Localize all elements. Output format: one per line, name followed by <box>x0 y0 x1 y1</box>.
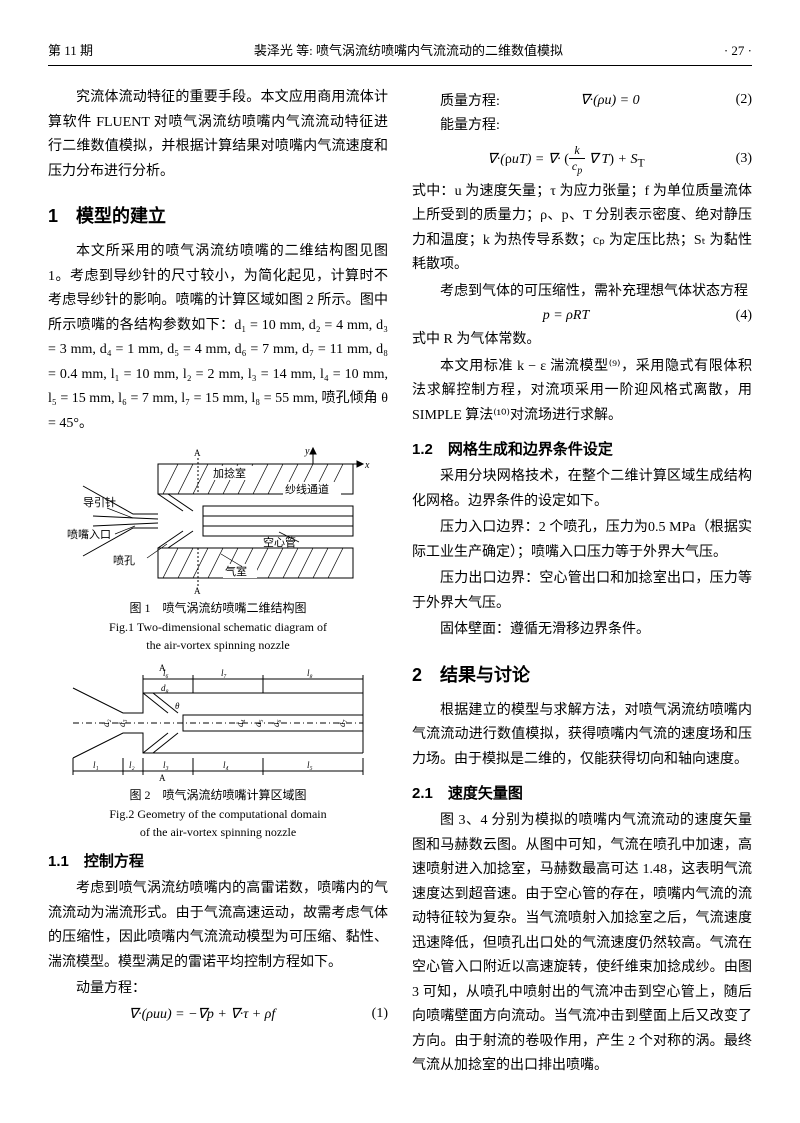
equation-4: p = ρRT (4) <box>412 308 752 324</box>
eq4-num: (4) <box>720 308 752 324</box>
section-2-1-title: 2.1 速度矢量图 <box>412 782 752 803</box>
header-center: 裴泽光 等: 喷气涡流纺喷嘴内气流流动的二维数值模拟 <box>93 40 724 59</box>
svg-text:d₇: d₇ <box>337 720 347 728</box>
svg-text:A: A <box>194 586 201 596</box>
momentum-label: 动量方程： <box>48 977 388 1002</box>
fig1-label-needle: 导引针 <box>83 495 116 509</box>
sec12-p2: 压力入口边界：2 个喷孔，压力为0.5 MPa（根据实际工业生产确定）；喷嘴入口… <box>412 516 752 565</box>
svg-text:A: A <box>159 773 166 783</box>
svg-text:d₂: d₂ <box>101 720 111 728</box>
sec12-p4: 固体壁面：遵循无滑移边界条件。 <box>412 618 752 643</box>
svg-text:l₄: l₄ <box>223 760 229 770</box>
svg-text:A: A <box>159 663 166 673</box>
svg-text:l₅: l₅ <box>307 760 313 770</box>
header-left: 第 11 期 <box>48 40 93 59</box>
svg-text:l₂: l₂ <box>129 760 135 770</box>
eq3-num: (3) <box>720 151 752 167</box>
fig1-label-jet: 喷孔 <box>113 554 135 567</box>
svg-text:d₄: d₄ <box>235 720 245 728</box>
svg-text:l₁: l₁ <box>93 760 99 770</box>
page-header: 第 11 期 裴泽光 等: 喷气涡流纺喷嘴内气流流动的二维数值模拟 · 27 · <box>48 40 752 66</box>
equation-1: ∇·(ρuu) = −∇p + ∇·τ + ρf (1) <box>48 1006 388 1023</box>
figure-1: x y <box>48 446 388 653</box>
fig2-caption-en-1: Fig.2 Geometry of the computational doma… <box>48 806 388 822</box>
fig1-caption-en-2: the air-vortex spinning nozzle <box>48 637 388 653</box>
svg-text:d₈: d₈ <box>161 683 169 693</box>
svg-text:d₅: d₅ <box>253 720 263 728</box>
svg-text:d₃: d₃ <box>117 720 127 728</box>
eq2-num: (2) <box>720 92 752 108</box>
eq4-body: p = ρRT <box>412 308 720 324</box>
svg-text:l₈: l₈ <box>307 668 313 678</box>
eq3-body: ∇·(ρuT) = ∇· (kcp ∇ T) + ST <box>412 143 720 176</box>
eq2-label: 质量方程: <box>412 90 500 110</box>
two-column-layout: 究流体流动特征的重要手段。本文应用商用流体计算软件 FLUENT 对喷气涡流纺喷… <box>48 86 752 1081</box>
svg-text:y: y <box>304 446 310 457</box>
fig1-label-yarn: 纱线通道 <box>285 482 329 496</box>
fig2-caption-en-2: of the air-vortex spinning nozzle <box>48 824 388 840</box>
header-right: · 27 · <box>724 43 752 59</box>
right-column: 质量方程: ∇·(ρu) = 0 (2) 能量方程: ∇·(ρuT) = ∇· … <box>412 86 752 1081</box>
section-1-1-title: 1.1 控制方程 <box>48 850 388 871</box>
figure-2: l₆ l₇ l₈ d₈ l₁ l₂ l₃ l₄ l₅ d₁ d₂ <box>48 663 388 840</box>
section-1-paragraph: 本文所采用的喷气涡流纺喷嘴的二维结构图见图 1。考虑到导纱针的尺寸较小，为简化起… <box>48 240 388 436</box>
figure-1-svg: x y <box>63 446 373 596</box>
fig1-caption-en-1: Fig.1 Two-dimensional schematic diagram … <box>48 619 388 635</box>
eq1-body: ∇·(ρuu) = −∇p + ∇·τ + ρf <box>48 1006 356 1023</box>
svg-text:θ: θ <box>175 701 180 711</box>
left-column: 究流体流动特征的重要手段。本文应用商用流体计算软件 FLUENT 对喷气涡流纺喷… <box>48 86 388 1081</box>
section-1-1-paragraph: 考虑到喷气涡流纺喷嘴内的高雷诺数，喷嘴内的气流流动为湍流形式。由于气流高速运动，… <box>48 877 388 975</box>
svg-text:l₃: l₃ <box>163 760 169 770</box>
eq3-description: 式中：u 为速度矢量；τ 为应力张量；f 为单位质量流体上所受到的质量力；ρ、p… <box>412 180 752 278</box>
equation-3: ∇·(ρuT) = ∇· (kcp ∇ T) + ST (3) <box>412 143 752 176</box>
sec12-p1: 采用分块网格技术，在整个二维计算区域生成结构化网格。边界条件的设定如下。 <box>412 465 752 514</box>
sec12-p3: 压力出口边界：空心管出口和加捻室出口，压力等于外界大气压。 <box>412 567 752 616</box>
fig1-caption-cn: 图 1 喷气涡流纺喷嘴二维结构图 <box>48 600 388 617</box>
fig1-label-twist: 加捻室 <box>213 466 246 480</box>
svg-text:d₆: d₆ <box>271 720 281 728</box>
svg-text:l₇: l₇ <box>221 668 227 678</box>
turbulence-model-paragraph: 本文用标准 k − ε 湍流模型⁽⁹⁾，采用隐式有限体积法求解控制方程，对流项采… <box>412 355 752 429</box>
eq1-num: (1) <box>356 1006 388 1022</box>
figure-2-svg: l₆ l₇ l₈ d₈ l₁ l₂ l₃ l₄ l₅ d₁ d₂ <box>63 663 373 783</box>
fig1-label-hollow: 空心管 <box>263 535 296 549</box>
section-1-title: 1 模型的建立 <box>48 202 388 228</box>
equation-2: 质量方程: ∇·(ρu) = 0 (2) <box>412 90 752 110</box>
sec21-p1: 图 3、4 分别为模拟的喷嘴内气流流动的速度矢量图和马赫数云图。从图中可知，气流… <box>412 809 752 1079</box>
intro-paragraph: 究流体流动特征的重要手段。本文应用商用流体计算软件 FLUENT 对喷气涡流纺喷… <box>48 86 388 184</box>
eq2-body: ∇·(ρu) = 0 <box>500 92 720 109</box>
section-2-title: 2 结果与讨论 <box>412 661 752 687</box>
section-1-2-title: 1.2 网格生成和边界条件设定 <box>412 438 752 459</box>
ideal-gas-intro: 考虑到气体的可压缩性，需补充理想气体状态方程 <box>412 280 752 305</box>
eq3-label: 能量方程: <box>412 114 752 139</box>
svg-text:A: A <box>194 448 201 458</box>
eq4-after: 式中 R 为气体常数。 <box>412 328 752 353</box>
svg-text:x: x <box>364 460 370 471</box>
fig1-label-air: 气室 <box>225 564 247 578</box>
sec2-p1: 根据建立的模型与求解方法，对喷气涡流纺喷嘴内气流流动进行数值模拟，获得喷嘴内气流… <box>412 699 752 773</box>
fig1-label-inlet: 喷嘴入口 <box>67 528 111 541</box>
fig2-caption-cn: 图 2 喷气涡流纺喷嘴计算区域图 <box>48 787 388 804</box>
